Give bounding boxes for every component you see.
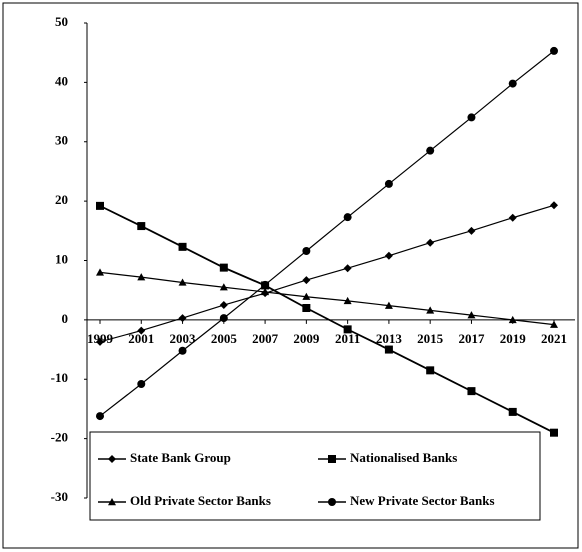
y-tick-label: -10 [51,370,68,385]
x-tick-label: 2001 [128,331,154,346]
marker [426,238,435,247]
marker [550,320,558,328]
marker [426,306,435,314]
x-tick-label: 2015 [417,331,444,346]
legend-label: Nationalised Banks [350,450,457,465]
marker [467,226,476,235]
marker [261,287,270,296]
marker [96,337,104,346]
y-tick-label: 20 [55,192,68,207]
marker [384,345,393,354]
marker [96,201,104,210]
marker [302,304,311,312]
y-tick-label: 50 [55,14,68,29]
series-line [99,271,555,326]
series-line [99,50,555,417]
x-tick-label: 2003 [170,331,197,346]
x-tick-label: 2009 [293,331,320,346]
marker [302,276,311,285]
marker [137,380,146,388]
marker [508,407,517,416]
marker [467,311,476,319]
marker [178,346,187,355]
y-tick-label: 40 [55,73,68,88]
legend-box [89,431,541,521]
marker [343,264,352,273]
marker [384,179,393,188]
marker [137,273,146,281]
y-tick-label: -30 [51,489,68,504]
y-tick-label: 10 [55,251,68,266]
marker [137,326,146,335]
marker [219,283,228,291]
marker [108,498,116,506]
x-tick-label: 2017 [458,331,485,346]
series-line [99,205,555,434]
marker [137,222,146,231]
legend-label: New Private Sector Banks [350,493,495,508]
marker [302,247,311,255]
series-line [99,204,555,343]
marker [178,278,187,286]
marker [550,201,558,210]
marker [219,263,228,272]
marker [343,296,352,305]
marker [550,46,558,55]
marker [426,366,435,375]
x-tick-label: 2013 [376,331,403,346]
marker [467,387,476,396]
y-tick-label: 0 [62,311,69,326]
marker [508,213,517,222]
marker [467,113,476,122]
marker [178,242,187,251]
marker [508,79,517,88]
legend-label: Old Private Sector Banks [130,493,271,508]
marker [219,314,228,323]
marker [343,325,352,334]
x-tick-label: 2021 [541,331,567,346]
marker [384,251,393,260]
marker [108,455,116,463]
marker [550,428,558,437]
marker [261,280,270,289]
y-tick-label: 30 [55,133,68,148]
y-tick-label: -20 [51,430,68,445]
marker [96,412,104,421]
x-tick-label: 2007 [252,331,279,346]
marker [178,314,187,323]
x-tick-label: 2005 [211,331,238,346]
x-tick-label: 2011 [335,331,360,346]
marker [508,315,517,324]
x-tick-label: 2019 [500,331,527,346]
marker [328,498,336,506]
marker [302,292,311,300]
marker [384,301,393,309]
marker [328,455,336,463]
marker [343,213,352,222]
marker [96,268,104,276]
legend-label: State Bank Group [130,450,231,465]
marker [219,301,228,310]
marker [426,146,435,155]
